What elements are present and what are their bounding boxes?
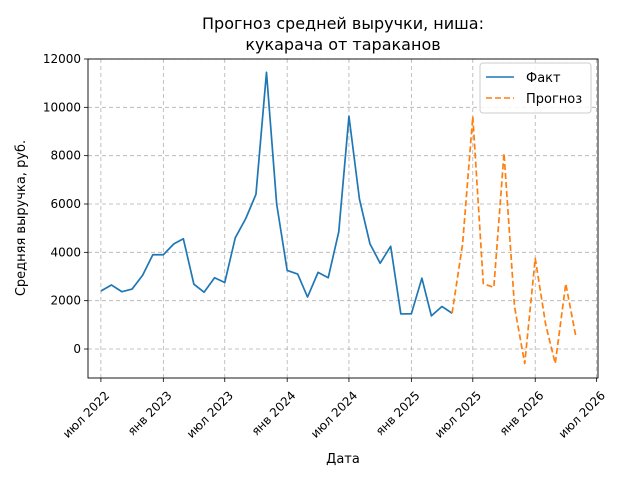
chart-title-line-1: Прогноз средней выручки, ниша: <box>202 14 484 33</box>
y-tick-label: 10000 <box>43 100 81 114</box>
y-tick-label: 8000 <box>50 149 81 163</box>
legend-label-forecast: Прогноз <box>526 92 582 107</box>
y-tick-label: 6000 <box>50 197 81 211</box>
plot-frame <box>87 58 599 379</box>
legend-label-fact: Факт <box>526 71 561 86</box>
series-line-forecast <box>451 115 577 365</box>
series-lines <box>100 71 577 365</box>
x-tick-label: июл 2024 <box>308 388 360 440</box>
x-tick-label: июл 2023 <box>184 388 236 440</box>
legend: Факт Прогноз <box>479 62 592 114</box>
x-axis-label: Дата <box>326 452 360 467</box>
y-tick-label: 12000 <box>43 52 81 66</box>
series-line-fact <box>100 71 453 317</box>
y-tick-label: 2000 <box>50 294 81 308</box>
chart-title-line-2: кукарача от тараканов <box>245 35 440 54</box>
legend-box <box>479 62 592 114</box>
x-tick-label: янв 2025 <box>373 388 423 438</box>
x-tick-label: янв 2024 <box>249 388 299 438</box>
y-tick-label: 0 <box>73 342 81 356</box>
x-tick-label: июл 2026 <box>556 388 608 440</box>
x-tick-label: июл 2022 <box>60 388 112 440</box>
x-tick-label: янв 2023 <box>125 388 175 438</box>
y-tick-label: 4000 <box>50 245 81 259</box>
x-tick-label: июл 2025 <box>432 388 484 440</box>
x-tick-label: янв 2026 <box>497 388 547 438</box>
y-axis-label: Средняя выручка, руб. <box>14 140 29 296</box>
